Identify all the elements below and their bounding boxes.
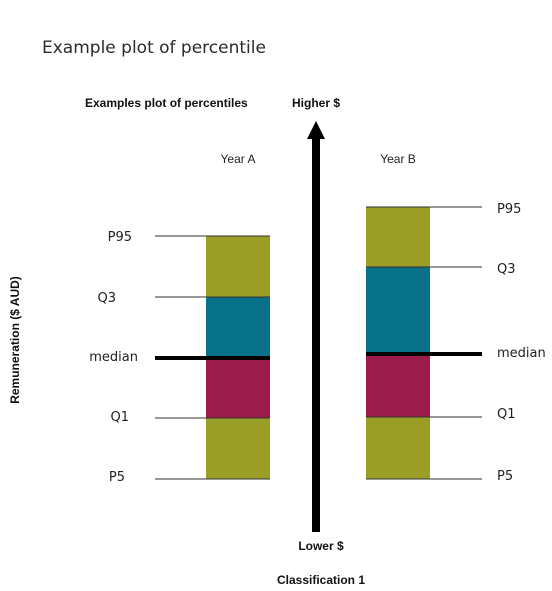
year-a-q3-median-band xyxy=(206,297,270,358)
subtitle: Examples plot of percentiles xyxy=(85,96,248,110)
arrow-head-icon xyxy=(307,121,325,139)
year-a-label: Year A xyxy=(221,152,256,166)
x-axis-label: Classification 1 xyxy=(277,573,365,587)
year-b-p5-label: P5 xyxy=(497,469,513,484)
year-a-median-label: median xyxy=(89,350,138,365)
year-a-p95-q3-band xyxy=(206,236,270,297)
arrow-top-label: Higher $ xyxy=(292,96,340,110)
year-a-q1-p5-band xyxy=(206,418,270,479)
year-a-p5-label: P5 xyxy=(109,470,125,485)
year-b-p95-label: P95 xyxy=(497,202,521,217)
year-b-q1-p5-band xyxy=(366,417,430,479)
arrow-bottom-label: Lower $ xyxy=(298,539,344,553)
year-b-q3-label: Q3 xyxy=(497,262,516,277)
year-a-q3-label: Q3 xyxy=(97,291,116,306)
year-a-group: Year A P95 Q3 median Q1 P5 xyxy=(89,152,270,485)
year-b-q1-label: Q1 xyxy=(497,407,516,422)
year-a-median-q1-band xyxy=(206,358,270,418)
year-b-median-q1-band xyxy=(366,354,430,417)
year-b-label: Year B xyxy=(380,152,416,166)
year-b-median-label: median xyxy=(497,346,546,361)
y-axis-label: Remuneration ($ AUD) xyxy=(8,276,22,404)
year-a-q1-label: Q1 xyxy=(110,410,129,425)
year-b-q3-median-band xyxy=(366,267,430,354)
year-b-group: Year B P95 Q3 median Q1 P5 xyxy=(366,152,546,484)
page-title: Example plot of percentile xyxy=(42,38,266,58)
year-a-p95-label: P95 xyxy=(108,230,132,245)
year-b-p95-q3-band xyxy=(366,207,430,267)
